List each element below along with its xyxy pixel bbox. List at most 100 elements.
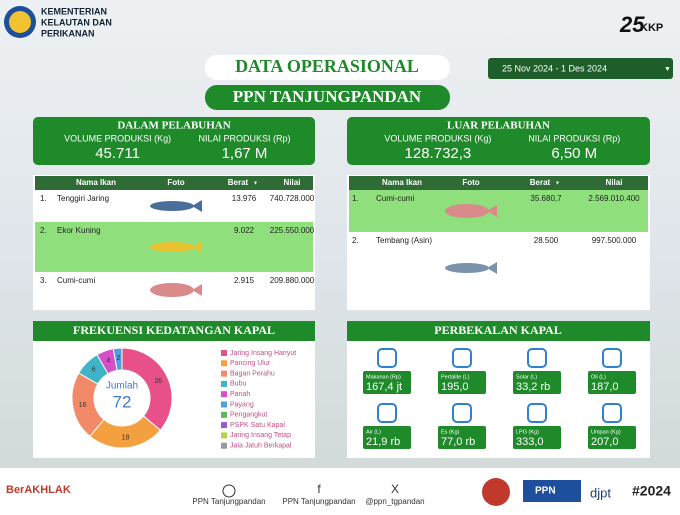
legend-label[interactable]: Jala Jatuh Berkapal [230, 443, 292, 450]
legend-swatch[interactable] [221, 370, 227, 377]
hashtag-logo: #2024 [632, 483, 671, 499]
social-link[interactable]: @ppn_tgpandan [365, 497, 424, 506]
fish-name: Cumi-cumi [376, 194, 414, 203]
supply-box [438, 426, 486, 449]
donut-segment[interactable] [121, 347, 173, 431]
fish-photo [445, 263, 489, 273]
fish-name: Tembang (Asin) [376, 236, 432, 245]
kkp-logo: KKP [640, 22, 663, 34]
supply-value: 33,2 rb [516, 381, 550, 393]
supply-icon [377, 348, 397, 368]
legend-swatch[interactable] [221, 442, 227, 449]
date-range[interactable]: 25 Nov 2024 - 1 Des 2024 [502, 63, 607, 73]
segment-label: 6 [92, 367, 96, 374]
panel-header [33, 321, 315, 341]
facebook-icon[interactable]: f [317, 482, 321, 496]
column-header[interactable]: Berat [228, 178, 249, 187]
fish-tail [192, 284, 202, 296]
supply-value: 207,0 [591, 436, 619, 448]
column-header: Foto [462, 178, 479, 187]
panel-title: PERBEKALAN KAPAL [434, 323, 561, 337]
dropdown-arrow[interactable]: ▼ [664, 66, 671, 73]
berakhlak: BerAKHLAK [6, 484, 71, 496]
total-value: 72 [113, 392, 132, 411]
anniversary-logo: 25 [619, 12, 645, 37]
legend-label[interactable]: Jaring Insang Tetap [230, 432, 291, 439]
legend-label[interactable]: Jaring Insang Hanyut [230, 350, 296, 357]
row-number: 1. [352, 194, 359, 203]
fish-name: Ekor Kuning [57, 226, 101, 235]
summary-panel [347, 117, 650, 165]
weight: 2.915 [234, 276, 255, 285]
legend-label[interactable]: Panah [230, 391, 250, 398]
supply-box [588, 371, 636, 394]
column-header[interactable]: Berat [530, 178, 551, 187]
summary-panel [33, 117, 315, 165]
legend-swatch[interactable] [221, 422, 227, 429]
supply-value: 77,0 rb [441, 436, 475, 448]
legend-swatch[interactable] [221, 391, 227, 398]
panel-title: FREKUENSI KEDATANGAN KAPAL [73, 323, 275, 337]
ppn-logo-text: PPN [535, 486, 556, 497]
instagram-icon[interactable] [222, 484, 236, 498]
supply-label: Es (Kg) [441, 429, 460, 435]
date-filter[interactable] [488, 58, 673, 79]
legend-swatch[interactable] [221, 360, 227, 367]
social-link[interactable]: PPN Tanjungpandan [282, 497, 355, 506]
summary-title: DALAM PELABUHAN [117, 120, 230, 132]
fish-name: Cumi-cumi [57, 276, 95, 285]
legend-label[interactable]: Payang [230, 401, 254, 408]
ministry-name: PERIKANAN [41, 28, 95, 38]
fish-photo [150, 242, 194, 252]
supply-icon [452, 348, 472, 368]
fish-tail [487, 205, 497, 217]
title-box [205, 55, 450, 80]
column-header: Nama Ikan [382, 178, 422, 187]
social-link[interactable]: PPN Tanjungpandan [192, 497, 265, 506]
legend-swatch[interactable] [221, 432, 227, 439]
supply-box [588, 426, 636, 449]
legend-label[interactable]: PSPK Satu Kapal [230, 422, 285, 429]
segment-label: 16 [79, 402, 87, 409]
legend-swatch[interactable] [221, 380, 227, 387]
supply-box [363, 371, 411, 394]
legend-swatch[interactable] [221, 350, 227, 356]
subtitle-box [205, 85, 450, 110]
segment-label: 2 [117, 355, 121, 362]
legend-label[interactable]: Pancing Ulur [230, 360, 271, 367]
legend-label[interactable]: Bagan Perahu [230, 370, 275, 377]
supply-icon [452, 403, 472, 423]
summary-label: VOLUME PRODUKSI (Kg) [384, 133, 491, 143]
supply-label: Air (L) [366, 429, 381, 435]
value: 740.728.000 [270, 194, 315, 203]
x-icon[interactable]: X [391, 482, 399, 496]
sort-arrow[interactable]: ▼ [253, 180, 258, 186]
supply-icon [527, 348, 547, 368]
fish-name: Tenggiri Jaring [57, 194, 109, 203]
legend-label[interactable]: Pengangkut [230, 412, 267, 419]
legend-swatch[interactable] [221, 401, 227, 408]
legend-label[interactable]: Bubu [230, 381, 246, 388]
subtitle: PPN TANJUNGPANDAN [233, 87, 422, 106]
donut-segment[interactable] [112, 347, 123, 372]
sort-arrow[interactable]: ▼ [555, 180, 560, 186]
segment-label: 18 [122, 435, 130, 442]
supply-value: 21,9 rb [366, 436, 400, 448]
summary-label: NILAI PRODUKSI (Rp) [198, 133, 290, 143]
djpt-logo: djpt [590, 485, 611, 500]
supply-icon [602, 348, 622, 368]
summary-value: 45.711 [95, 145, 140, 162]
title: DATA OPERASIONAL [235, 56, 419, 76]
supply-value: 195,0 [441, 381, 469, 393]
value: 2.569.010.400 [588, 194, 640, 203]
ministry-logo-inner [9, 11, 31, 33]
legend-swatch[interactable] [221, 411, 227, 418]
summary-title: LUAR PELABUHAN [447, 120, 550, 132]
supply-icon [527, 403, 547, 423]
row-number: 2. [40, 226, 47, 235]
value: 225.550.000 [270, 226, 315, 235]
fish-tail [487, 262, 497, 274]
supply-box [513, 371, 561, 394]
table-header [349, 176, 648, 190]
